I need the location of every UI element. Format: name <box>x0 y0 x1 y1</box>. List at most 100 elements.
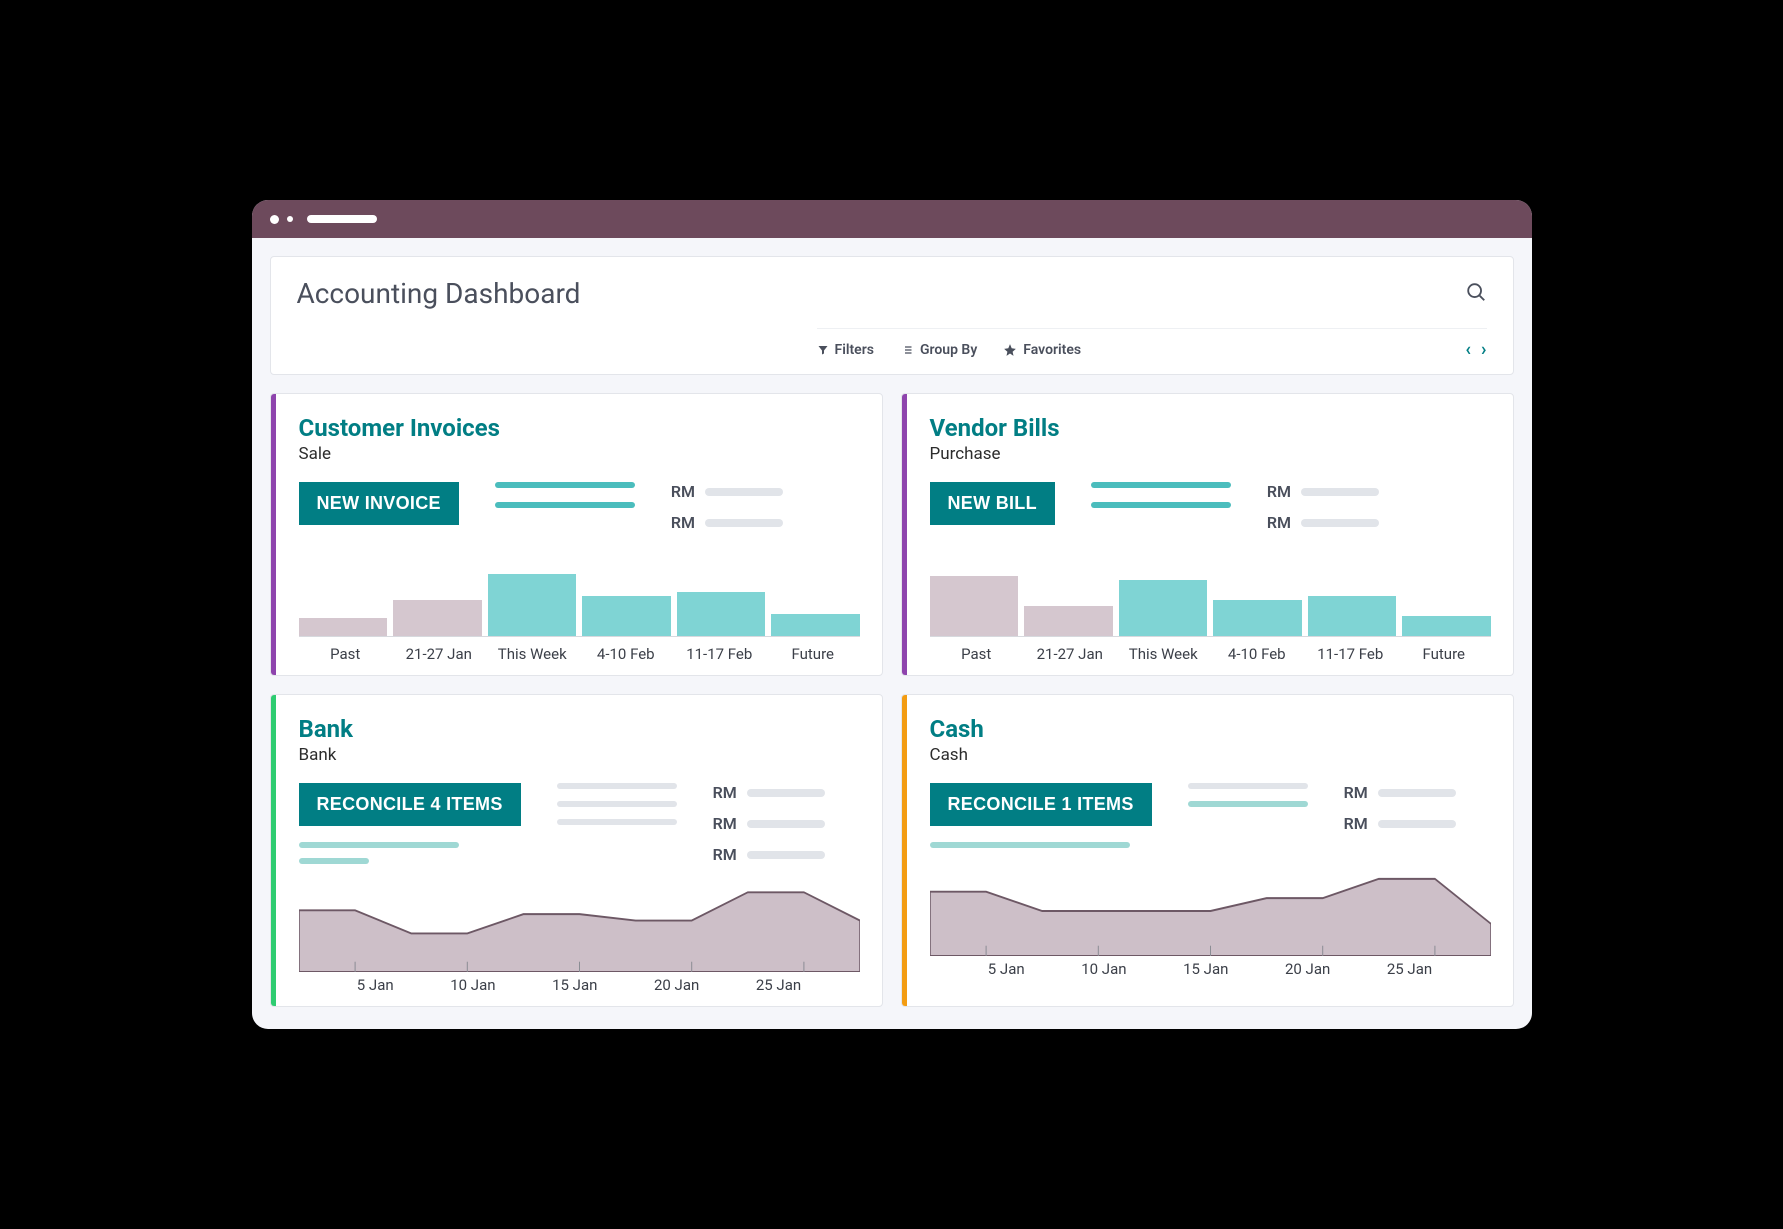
bar <box>582 596 671 636</box>
card-customer-invoices: Customer Invoices Sale NEW INVOICE RM RM… <box>270 393 883 676</box>
rm-value <box>1301 519 1379 527</box>
axis-label: 21-27 Jan <box>1023 645 1117 663</box>
rm-label: RM <box>1267 482 1291 501</box>
reconcile-cash-button[interactable]: RECONCILE 1 ITEMS <box>930 783 1152 826</box>
card-title: Customer Invoices <box>299 414 860 442</box>
bar <box>1119 580 1208 636</box>
legend-line <box>557 801 677 807</box>
area-chart <box>299 882 860 972</box>
rm-label: RM <box>1344 814 1368 833</box>
legend-line <box>1091 482 1231 488</box>
favorites-button[interactable]: Favorites <box>1003 342 1081 358</box>
window-dot <box>287 216 293 222</box>
sub-lines <box>930 842 1152 848</box>
legend-line <box>1188 783 1308 789</box>
axis-label: This Week <box>486 645 580 663</box>
accent-bar <box>902 695 907 1006</box>
rm-label: RM <box>713 783 737 802</box>
rm-value <box>705 488 783 496</box>
rm-value <box>747 820 825 828</box>
next-icon[interactable]: › <box>1481 339 1486 360</box>
rm-value <box>1378 820 1456 828</box>
rm-label: RM <box>1267 513 1291 532</box>
legend <box>1091 482 1231 508</box>
axis-label: Future <box>766 645 860 663</box>
new-invoice-button[interactable]: NEW INVOICE <box>299 482 459 525</box>
search-toolbar: Filters Group By Favorites <box>817 342 1082 358</box>
rm-label: RM <box>713 845 737 864</box>
legend-line <box>495 482 635 488</box>
groupby-button[interactable]: Group By <box>900 342 977 358</box>
area-chart-labels: 5 Jan10 Jan15 Jan20 Jan25 Jan <box>299 972 860 994</box>
bar <box>488 574 577 636</box>
dashboard-grid: Customer Invoices Sale NEW INVOICE RM RM… <box>252 393 1532 1029</box>
new-bill-button[interactable]: NEW BILL <box>930 482 1055 525</box>
axis-label: 20 Jan <box>654 976 699 994</box>
card-title: Vendor Bills <box>930 414 1491 442</box>
rm-label: RM <box>671 482 695 501</box>
card-subtitle: Cash <box>930 745 1491 765</box>
card-subtitle: Sale <box>299 444 860 464</box>
sub-lines <box>299 842 521 864</box>
card-subtitle: Bank <box>299 745 860 765</box>
groupby-label: Group By <box>920 342 977 358</box>
axis-label: 11-17 Feb <box>1304 645 1398 663</box>
axis-label: 4-10 Feb <box>1210 645 1304 663</box>
star-icon <box>1003 343 1017 357</box>
bar <box>771 614 860 636</box>
card-title: Cash <box>930 715 1491 743</box>
prev-icon[interactable]: ‹ <box>1465 339 1471 360</box>
axis-label: 4-10 Feb <box>579 645 673 663</box>
area-chart <box>930 866 1491 956</box>
filter-icon <box>817 344 829 356</box>
rm-label: RM <box>1344 783 1368 802</box>
bar <box>1402 616 1491 636</box>
legend-line <box>557 783 677 789</box>
rm-block: RM RM <box>671 482 783 532</box>
axis-label: 11-17 Feb <box>673 645 767 663</box>
search-icon[interactable] <box>1465 281 1487 307</box>
card-bank: Bank Bank RECONCILE 4 ITEMS <box>270 694 883 1007</box>
rm-value <box>747 851 825 859</box>
axis-label: This Week <box>1117 645 1211 663</box>
axis-label: 20 Jan <box>1285 960 1330 978</box>
legend-line <box>299 858 369 864</box>
rm-block: RM RM <box>1344 783 1456 833</box>
axis-label: 15 Jan <box>552 976 597 994</box>
bar <box>1308 596 1397 636</box>
accent-bar <box>271 394 276 675</box>
rm-value <box>1301 488 1379 496</box>
legend <box>557 783 677 825</box>
titlebar <box>252 200 1532 238</box>
card-subtitle: Purchase <box>930 444 1491 464</box>
legend-line <box>299 842 459 848</box>
legend-line <box>557 819 677 825</box>
bar <box>1024 606 1113 636</box>
legend-line <box>1188 801 1308 807</box>
legend-line <box>1091 502 1231 508</box>
axis-label: Past <box>299 645 393 663</box>
rm-value <box>747 789 825 797</box>
card-cash: Cash Cash RECONCILE 1 ITEMS RM <box>901 694 1514 1007</box>
page-title: Accounting Dashboard <box>297 277 581 310</box>
window-pill <box>307 215 377 223</box>
card-title: Bank <box>299 715 860 743</box>
app-window: Accounting Dashboard Filters Group By Fa… <box>252 200 1532 1029</box>
accent-bar <box>271 695 276 1006</box>
axis-label: Future <box>1397 645 1491 663</box>
list-icon <box>900 344 914 356</box>
axis-label: 5 Jan <box>357 976 394 994</box>
legend <box>495 482 635 508</box>
area-chart-labels: 5 Jan10 Jan15 Jan20 Jan25 Jan <box>930 956 1491 978</box>
rm-value <box>1378 789 1456 797</box>
axis-label: 21-27 Jan <box>392 645 486 663</box>
legend-line <box>930 842 1130 848</box>
legend-line <box>495 502 635 508</box>
accent-bar <box>902 394 907 675</box>
favorites-label: Favorites <box>1023 342 1081 358</box>
window-dot <box>270 215 279 224</box>
axis-label: 25 Jan <box>756 976 801 994</box>
filters-button[interactable]: Filters <box>817 342 874 358</box>
rm-value <box>705 519 783 527</box>
reconcile-bank-button[interactable]: RECONCILE 4 ITEMS <box>299 783 521 826</box>
